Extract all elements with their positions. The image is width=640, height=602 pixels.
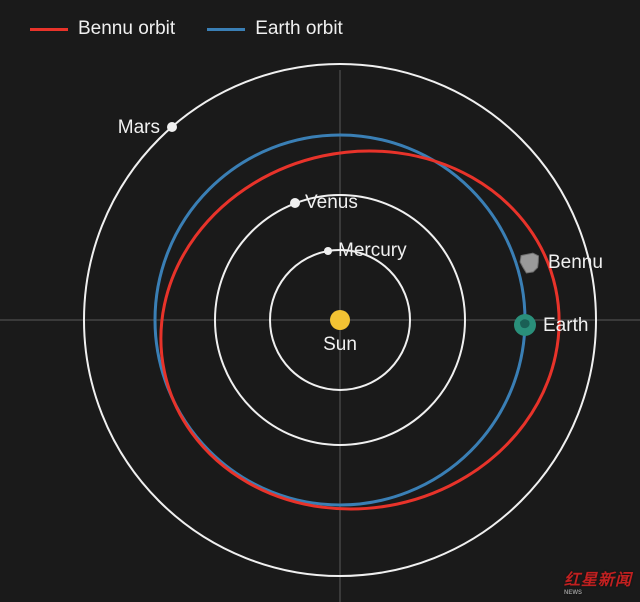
label-venus: Venus bbox=[305, 192, 358, 213]
watermark: 红星新闻 NEWS bbox=[564, 566, 632, 596]
label-earth: Earth bbox=[543, 315, 588, 336]
body-mercury bbox=[324, 247, 332, 255]
body-venus bbox=[290, 198, 300, 208]
label-mercury: Mercury bbox=[338, 240, 407, 261]
label-bennu: Bennu bbox=[548, 252, 603, 273]
label-mars: Mars bbox=[118, 117, 160, 138]
body-bennu bbox=[520, 253, 538, 273]
body-mars bbox=[167, 122, 177, 132]
watermark-text: 红星新闻 bbox=[564, 572, 632, 589]
label-sun: Sun bbox=[323, 334, 357, 355]
orbit-diagram: Sun Mercury Venus Mars Bennu Earth bbox=[0, 0, 640, 602]
watermark-subtext: NEWS bbox=[564, 590, 632, 596]
body-sun bbox=[330, 310, 350, 330]
